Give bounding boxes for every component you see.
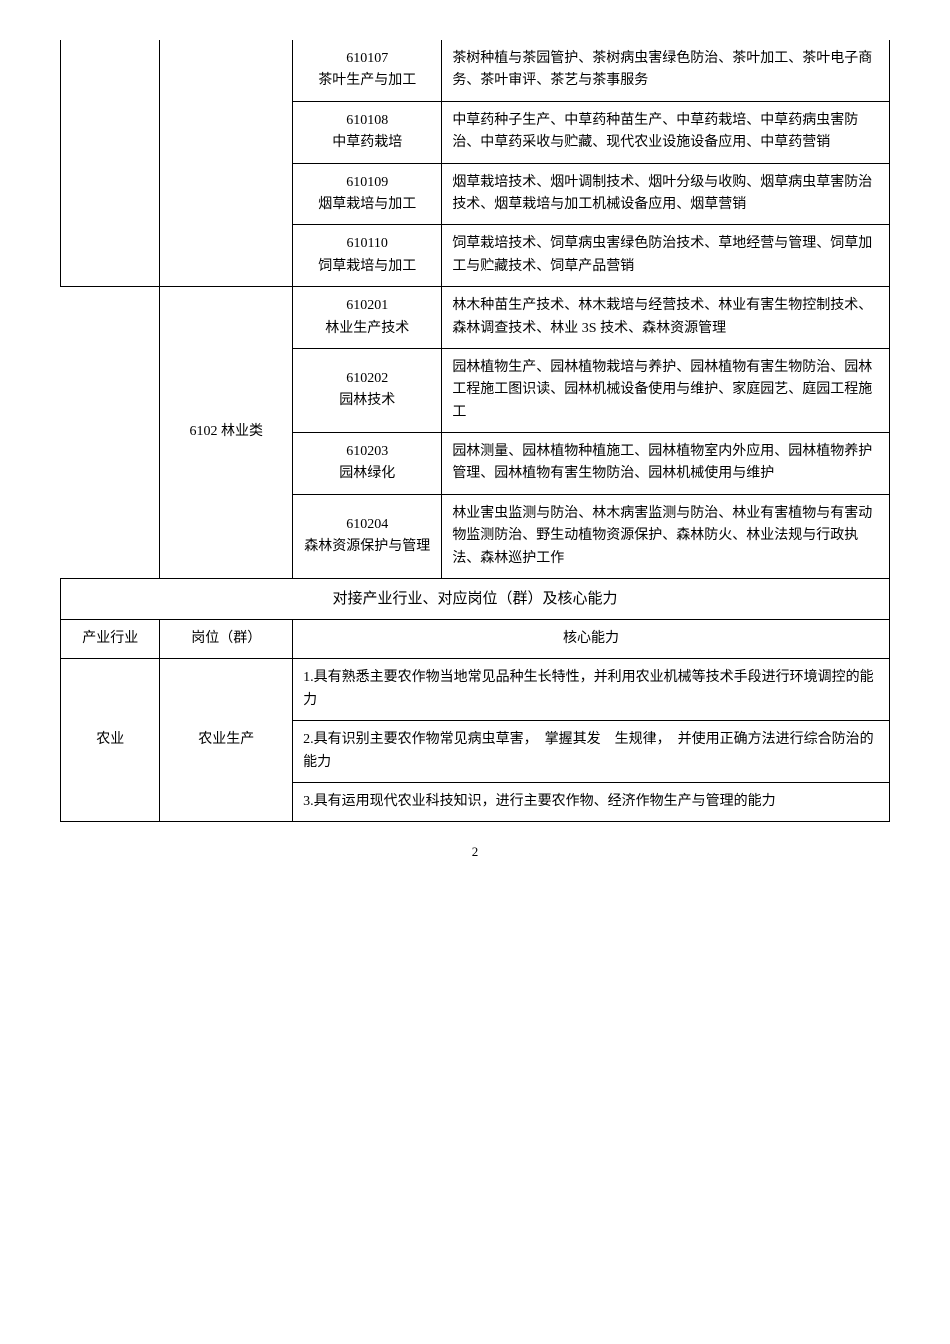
section-header-row: 对接产业行业、对应岗位（群）及核心能力	[61, 579, 890, 620]
code-name-cell: 610203 园林绿化	[293, 433, 442, 495]
header-industry: 产业行业	[61, 620, 160, 659]
desc-cell: 林木种苗生产技术、林木栽培与经营技术、林业有害生物控制技术、森林调查技术、林业 …	[442, 287, 890, 349]
major-code: 610107	[346, 51, 388, 66]
major-code: 610109	[346, 175, 388, 190]
ability-cell: 2.具有识别主要农作物常见病虫草害， 掌握其发 生规律， 并使用正确方法进行综合…	[293, 721, 890, 783]
major-code: 610110	[346, 236, 387, 251]
major-code: 610201	[346, 298, 388, 313]
major-code: 610203	[346, 444, 388, 459]
code-name-cell: 610108 中草药栽培	[293, 101, 442, 163]
major-name: 森林资源保护与管理	[304, 539, 430, 554]
document-table: 610107 茶叶生产与加工 茶树种植与茶园管护、茶树病虫害绿色防治、茶叶加工、…	[60, 40, 890, 822]
code-name-cell: 610107 茶叶生产与加工	[293, 40, 442, 101]
code-name-cell: 610110 饲草栽培与加工	[293, 225, 442, 287]
category-cell: 6102 林业类	[160, 287, 293, 579]
ability-cell: 1.具有熟悉主要农作物当地常见品种生长特性，并利用农业机械等技术手段进行环境调控…	[293, 659, 890, 721]
table-row: 6102 林业类 610201 林业生产技术 林木种苗生产技术、林木栽培与经营技…	[61, 287, 890, 349]
code-name-cell: 610202 园林技术	[293, 348, 442, 432]
header-position: 岗位（群）	[160, 620, 293, 659]
major-name: 中草药栽培	[332, 135, 402, 150]
table-row: 610107 茶叶生产与加工 茶树种植与茶园管护、茶树病虫害绿色防治、茶叶加工、…	[61, 40, 890, 101]
page-number: 2	[60, 842, 890, 863]
code-name-cell: 610201 林业生产技术	[293, 287, 442, 349]
industry-cell: 农业	[61, 659, 160, 822]
section-title: 对接产业行业、对应岗位（群）及核心能力	[61, 579, 890, 620]
desc-cell: 饲草栽培技术、饲草病虫害绿色防治技术、草地经营与管理、饲草加工与贮藏技术、饲草产…	[442, 225, 890, 287]
desc-cell: 中草药种子生产、中草药种苗生产、中草药栽培、中草药病虫害防治、中草药采收与贮藏、…	[442, 101, 890, 163]
major-code: 610202	[346, 371, 388, 386]
desc-cell: 林业害虫监测与防治、林木病害监测与防治、林业有害植物与有害动物监测防治、野生动植…	[442, 494, 890, 578]
major-code: 610108	[346, 113, 388, 128]
code-name-cell: 610109 烟草栽培与加工	[293, 163, 442, 225]
desc-cell: 茶树种植与茶园管护、茶树病虫害绿色防治、茶叶加工、茶叶电子商务、茶叶审评、茶艺与…	[442, 40, 890, 101]
major-name: 烟草栽培与加工	[318, 197, 416, 212]
header-row: 产业行业 岗位（群） 核心能力	[61, 620, 890, 659]
major-name: 林业生产技术	[325, 321, 409, 336]
code-name-cell: 610204 森林资源保护与管理	[293, 494, 442, 578]
header-ability: 核心能力	[293, 620, 890, 659]
major-name: 园林绿化	[339, 466, 395, 481]
major-name: 饲草栽培与加工	[318, 259, 416, 274]
major-name: 茶叶生产与加工	[318, 73, 416, 88]
desc-cell: 烟草栽培技术、烟叶调制技术、烟叶分级与收购、烟草病虫草害防治技术、烟草栽培与加工…	[442, 163, 890, 225]
desc-cell: 园林测量、园林植物种植施工、园林植物室内外应用、园林植物养护管理、园林植物有害生…	[442, 433, 890, 495]
blank-cell	[61, 40, 160, 287]
desc-cell: 园林植物生产、园林植物栽培与养护、园林植物有害生物防治、园林工程施工图识读、园林…	[442, 348, 890, 432]
blank-cell	[61, 287, 160, 579]
major-name: 园林技术	[339, 393, 395, 408]
blank-cell	[160, 40, 293, 287]
major-code: 610204	[346, 517, 388, 532]
position-cell: 农业生产	[160, 659, 293, 822]
ability-cell: 3.具有运用现代农业科技知识，进行主要农作物、经济作物生产与管理的能力	[293, 782, 890, 821]
table-row: 农业 农业生产 1.具有熟悉主要农作物当地常见品种生长特性，并利用农业机械等技术…	[61, 659, 890, 721]
